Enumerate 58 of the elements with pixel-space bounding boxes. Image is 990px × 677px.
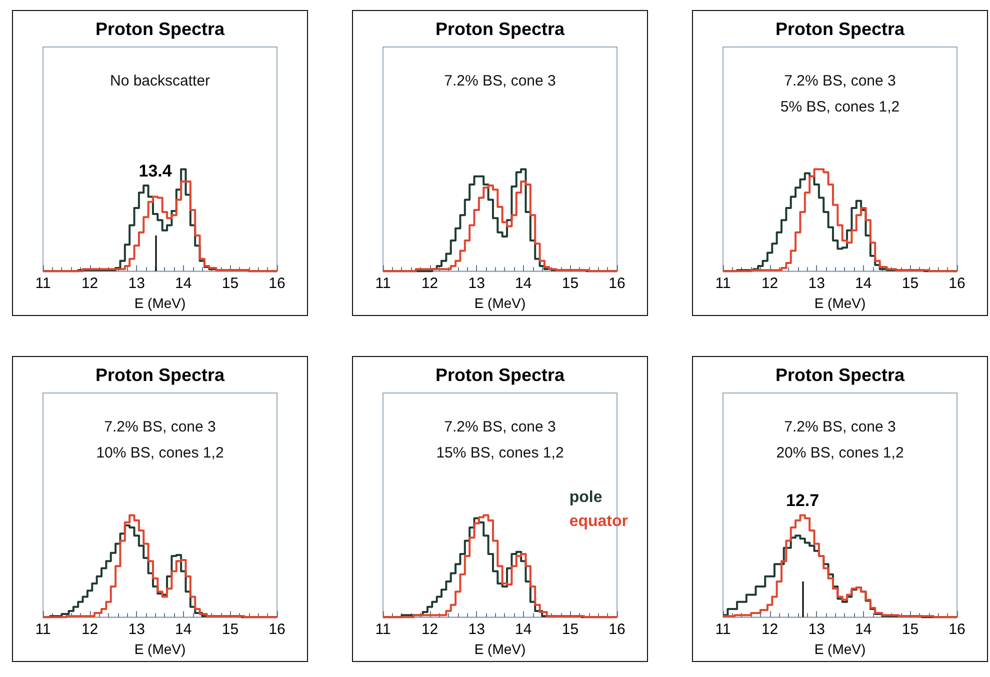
x-tick-label: 16 [948,275,966,292]
x-tick-label: 16 [948,621,966,638]
x-axis-title: E (MeV) [814,641,866,657]
x-tick-label: 12 [421,275,438,292]
x-tick-label: 15 [222,275,239,292]
x-tick-label: 13 [468,275,485,292]
x-axis-title: E (MeV) [474,295,526,311]
x-tick-label: 15 [562,275,579,292]
x-tick-label: 12 [761,275,778,292]
x-tick-label: 14 [855,621,872,638]
x-tick-label: 12 [761,621,778,638]
x-tick-label: 14 [515,275,532,292]
ref-line-label: 12.7 [786,491,820,510]
x-axis-title: E (MeV) [814,295,866,311]
x-tick-label: 14 [175,621,192,638]
x-tick-label: 12 [81,275,98,292]
text: equator [569,513,628,530]
x-tick-label: 13 [808,621,825,638]
chart-subtitle: 7.2% BS, cone 3 [444,72,556,90]
x-tick-label: 13 [128,621,145,638]
x-tick-label: 11 [35,621,51,638]
chart-title: Proton Spectra [95,365,226,385]
x-tick-label: 16 [268,275,286,292]
x-tick-label: 13 [808,275,825,292]
x-tick-label: 11 [715,621,731,638]
x-axis-title: E (MeV) [474,641,526,657]
x-tick-label: 11 [715,275,731,292]
x-axis-title: E (MeV) [134,641,186,657]
x-tick-label: 14 [855,275,872,292]
chart-subtitle: 7.2% BS, cone 3 15% BS, cones 1,2 [436,418,564,462]
x-tick-label: 16 [268,621,286,638]
x-tick-label: 12 [81,621,98,638]
chart-subtitle: 7.2% BS, cone 3 10% BS, cones 1,2 [96,418,224,462]
x-tick-label: 13 [128,275,145,292]
chart-title: Proton Spectra [435,19,566,39]
chart-subtitle: 7.2% BS, cone 3 5% BS, cones 1,2 [780,72,900,116]
chart-subtitle: No backscatter [110,72,210,90]
chart-title: Proton Spectra [775,19,906,39]
ref-line-label: 13.4 [138,162,172,181]
text: pole [569,489,602,506]
x-tick-label: 15 [222,621,239,638]
x-tick-label: 15 [562,621,579,638]
chart-title: Proton Spectra [435,365,566,385]
chart-title: Proton Spectra [95,19,226,39]
x-axis-title: E (MeV) [134,295,186,311]
x-tick-label: 15 [902,621,919,638]
x-tick-label: 13 [468,621,485,638]
x-tick-label: 14 [175,275,192,292]
x-tick-label: 12 [421,621,438,638]
x-tick-label: 15 [902,275,919,292]
chart-title: Proton Spectra [775,365,906,385]
x-tick-label: 16 [608,621,626,638]
x-tick-label: 14 [515,621,532,638]
x-tick-label: 11 [375,621,391,638]
chart-subtitle: 7.2% BS, cone 3 20% BS, cones 1,2 [776,418,904,462]
x-tick-label: 11 [35,275,51,292]
x-tick-label: 11 [375,275,391,292]
x-tick-label: 16 [608,275,626,292]
